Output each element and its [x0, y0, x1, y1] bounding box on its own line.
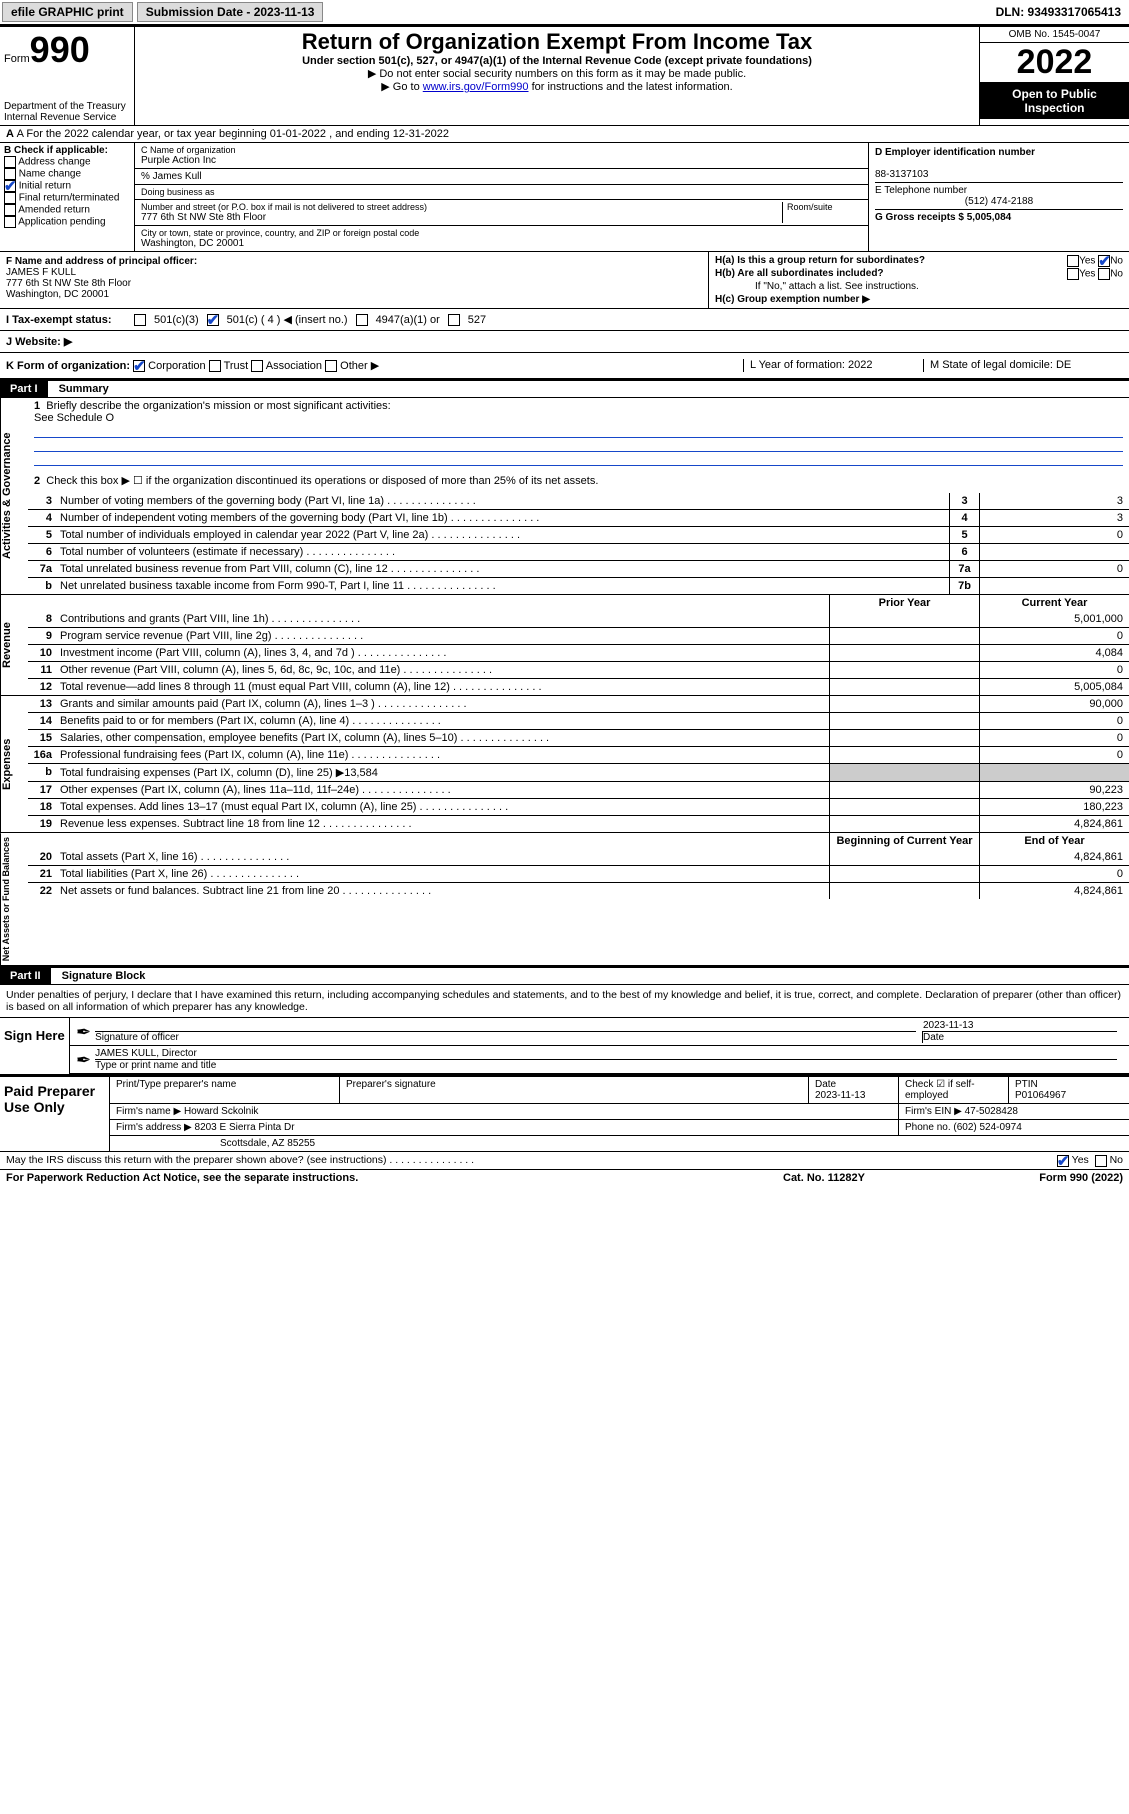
table-row: 11Other revenue (Part VIII, column (A), … [28, 661, 1129, 678]
section-revenue: Revenue Prior YearCurrent Year 8Contribu… [0, 595, 1129, 696]
year-formation: L Year of formation: 2022 [743, 359, 923, 372]
section-net-assets: Net Assets or Fund Balances Beginning of… [0, 833, 1129, 968]
form-title: Return of Organization Exempt From Incom… [141, 29, 973, 55]
omb-number: OMB No. 1545-0047 [980, 27, 1129, 43]
table-row: 9Program service revenue (Part VIII, lin… [28, 627, 1129, 644]
table-row: 16aProfessional fundraising fees (Part I… [28, 746, 1129, 763]
footer: For Paperwork Reduction Act Notice, see … [0, 1169, 1129, 1186]
table-row: 8Contributions and grants (Part VIII, li… [28, 611, 1129, 627]
irs-label: Internal Revenue Service [4, 112, 130, 123]
col-b-checkboxes: B Check if applicable: Address change Na… [0, 143, 135, 251]
table-row: 17Other expenses (Part IX, column (A), l… [28, 781, 1129, 798]
group-return: H(a) Is this a group return for subordin… [709, 252, 1129, 308]
tax-year: 2022 [980, 43, 1129, 83]
note-ssn: ▶ Do not enter social security numbers o… [141, 67, 973, 80]
ptin: P01064967 [1015, 1090, 1066, 1101]
col-c-org-info: C Name of organizationPurple Action Inc … [135, 143, 869, 251]
submission-date: Submission Date - 2023-11-13 [137, 2, 324, 22]
gross-receipts: G Gross receipts $ 5,005,084 [875, 212, 1011, 223]
row-a-tax-year: A A For the 2022 calendar year, or tax y… [0, 126, 1129, 143]
perjury-declaration: Under penalties of perjury, I declare th… [0, 985, 1129, 1018]
form-subtitle: Under section 501(c), 527, or 4947(a)(1)… [141, 55, 973, 67]
sign-here-block: Sign Here ✒ Signature of officer 2023-11… [0, 1018, 1129, 1077]
telephone: (512) 474-2188 [875, 196, 1123, 207]
table-row: 18Total expenses. Add lines 13–17 (must … [28, 798, 1129, 815]
city-state-zip: Washington, DC 20001 [141, 238, 244, 249]
care-of: % James Kull [141, 171, 202, 182]
table-row: 7aTotal unrelated business revenue from … [28, 560, 1129, 577]
table-row: 22Net assets or fund balances. Subtract … [28, 882, 1129, 899]
table-row: 3Number of voting members of the governi… [28, 493, 1129, 509]
table-row: 19Revenue less expenses. Subtract line 1… [28, 815, 1129, 832]
table-row: 21Total liabilities (Part X, line 26) 0 [28, 865, 1129, 882]
form-word: Form [4, 53, 30, 65]
discuss-row: May the IRS discuss this return with the… [0, 1152, 1129, 1168]
note-goto: ▶ Go to www.irs.gov/Form990 for instruct… [141, 80, 973, 93]
table-row: 4Number of independent voting members of… [28, 509, 1129, 526]
table-row: 12Total revenue—add lines 8 through 11 (… [28, 678, 1129, 695]
dln: DLN: 93493317065413 [996, 5, 1127, 19]
row-j-website: J Website: ▶ [0, 331, 1129, 353]
col-d-ein-tel: D Employer identification number88-31371… [869, 143, 1129, 251]
table-row: bNet unrelated business taxable income f… [28, 577, 1129, 594]
table-row: 5Total number of individuals employed in… [28, 526, 1129, 543]
table-row: 6Total number of volunteers (estimate if… [28, 543, 1129, 560]
table-row: 10Investment income (Part VIII, column (… [28, 644, 1129, 661]
paid-preparer-block: Paid Preparer Use Only Print/Type prepar… [0, 1077, 1129, 1152]
table-row: 13Grants and similar amounts paid (Part … [28, 696, 1129, 712]
org-name: Purple Action Inc [141, 155, 216, 166]
dept-treasury: Department of the Treasury [4, 101, 130, 112]
section-governance: Activities & Governance 1 Briefly descri… [0, 398, 1129, 595]
firm-address: Firm's address ▶ 8203 E Sierra Pinta Dr [110, 1120, 899, 1135]
table-row: 14Benefits paid to or for members (Part … [28, 712, 1129, 729]
block-fh: F Name and address of principal officer:… [0, 252, 1129, 309]
part1-header: Part I Summary [0, 381, 1129, 398]
officer-name: JAMES KULL, Director [95, 1048, 197, 1059]
firm-ein: Firm's EIN ▶ 47-5028428 [899, 1104, 1129, 1119]
table-row: 20Total assets (Part X, line 16) 4,824,8… [28, 849, 1129, 865]
row-klm: K Form of organization: Corporation Trus… [0, 353, 1129, 381]
ein: 88-3137103 [875, 169, 928, 180]
table-row: bTotal fundraising expenses (Part IX, co… [28, 763, 1129, 781]
table-row: 15Salaries, other compensation, employee… [28, 729, 1129, 746]
street-address: 777 6th St NW Ste 8th Floor [141, 212, 266, 223]
sign-date: 2023-11-13 [923, 1020, 973, 1031]
part2-header: Part II Signature Block [0, 968, 1129, 985]
block-bcd: B Check if applicable: Address change Na… [0, 143, 1129, 252]
firm-phone: Phone no. (602) 524-0974 [899, 1120, 1129, 1135]
top-bar: efile GRAPHIC print Submission Date - 20… [0, 0, 1129, 24]
form-number: 990 [30, 29, 90, 70]
state-domicile: M State of legal domicile: DE [923, 359, 1123, 372]
section-expenses: Expenses 13Grants and similar amounts pa… [0, 696, 1129, 833]
open-public-badge: Open to Public Inspection [980, 83, 1129, 119]
principal-officer: F Name and address of principal officer:… [0, 252, 709, 308]
irs-link[interactable]: www.irs.gov/Form990 [423, 81, 529, 93]
mission-text: See Schedule O [34, 412, 1123, 424]
efile-print-button[interactable]: efile GRAPHIC print [2, 2, 133, 22]
firm-name: Firm's name ▶ Howard Sckolnik [110, 1104, 899, 1119]
row-i-tax-status: I Tax-exempt status: 501(c)(3) 501(c) ( … [0, 309, 1129, 331]
form-header: Form990 Department of the Treasury Inter… [0, 27, 1129, 126]
